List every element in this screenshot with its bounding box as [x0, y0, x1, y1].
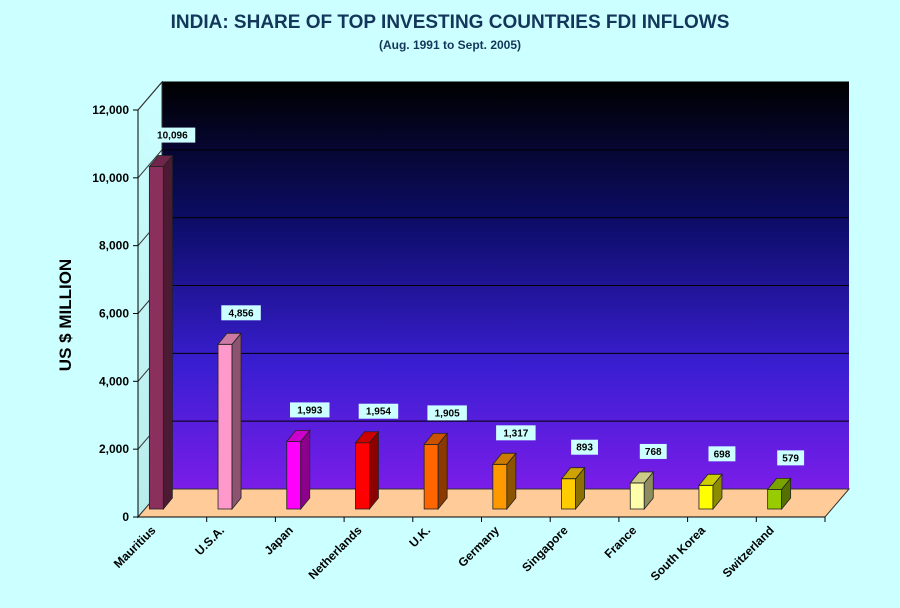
x-tick-label: France [602, 523, 640, 561]
gridline-side [137, 149, 163, 179]
bar-side [231, 332, 242, 511]
y-tick-label: 12,000 [92, 103, 129, 117]
bar-side [162, 154, 173, 511]
bar [286, 441, 302, 510]
bar-side [369, 430, 379, 511]
data-label: 1,954 [366, 407, 391, 418]
bar-top [148, 155, 174, 167]
bar-top [560, 467, 586, 480]
data-label-box [427, 405, 467, 421]
data-label-box [496, 425, 536, 441]
y-tick-label: 4,000 [99, 374, 129, 388]
y-tick-label: 10,000 [92, 171, 129, 185]
bar [767, 488, 783, 510]
data-label: 768 [645, 447, 662, 458]
bar-top [698, 473, 723, 486]
bar [355, 442, 370, 510]
x-tick-label: Singapore [519, 523, 571, 575]
y-tick-label: 2,000 [99, 442, 129, 456]
data-label: 1,993 [297, 405, 322, 416]
data-label-box [290, 402, 330, 418]
bar [561, 478, 576, 510]
y-tick-label: 6,000 [99, 307, 129, 321]
bar-top [766, 477, 792, 490]
data-label: 698 [714, 449, 731, 460]
x-tick-label: Japan [261, 523, 295, 557]
bar-top [354, 431, 380, 444]
bar-top [492, 452, 517, 465]
x-tick-label: Switzerland [720, 523, 777, 580]
x-tick-label: Netherlands [306, 523, 365, 582]
bar [148, 166, 164, 510]
bar-top [285, 430, 311, 442]
data-label-box [221, 305, 261, 321]
bar-side [437, 432, 448, 511]
data-label: 1,905 [435, 408, 460, 419]
bar-side [300, 429, 311, 511]
data-label-box [358, 403, 399, 419]
data-label: 4,856 [229, 308, 254, 319]
bar-top [629, 471, 655, 484]
chart-title: INDIA: SHARE OF TOP INVESTING COUNTRIES … [170, 12, 730, 33]
x-tick-label: U.S.A. [192, 523, 227, 558]
data-label: 893 [576, 443, 593, 454]
bar [217, 343, 233, 510]
data-label: 579 [782, 453, 799, 464]
bar-top [217, 332, 242, 345]
x-tick-label: Mauritius [111, 523, 159, 571]
data-label: 10,096 [157, 131, 188, 142]
bar [492, 463, 508, 510]
bar-top [423, 432, 448, 445]
data-label-box [639, 443, 667, 459]
chart-subtitle: (Aug. 1991 to Sept. 2005) [378, 38, 522, 52]
gridline-side [137, 81, 163, 111]
y-tick-label: 0 [122, 510, 129, 524]
x-tick-label: Germany [455, 523, 502, 570]
data-label-box [571, 439, 598, 455]
bar [698, 484, 714, 510]
y-tick-label: 8,000 [99, 239, 129, 253]
data-label-box [149, 127, 196, 143]
data-label-box [777, 450, 805, 466]
data-label: 1,317 [503, 428, 528, 439]
x-tick-label: South Korea [648, 523, 709, 584]
bar [629, 482, 645, 510]
data-label-box [708, 446, 736, 462]
bar [423, 443, 439, 510]
x-tick-label: U.K. [406, 523, 433, 550]
